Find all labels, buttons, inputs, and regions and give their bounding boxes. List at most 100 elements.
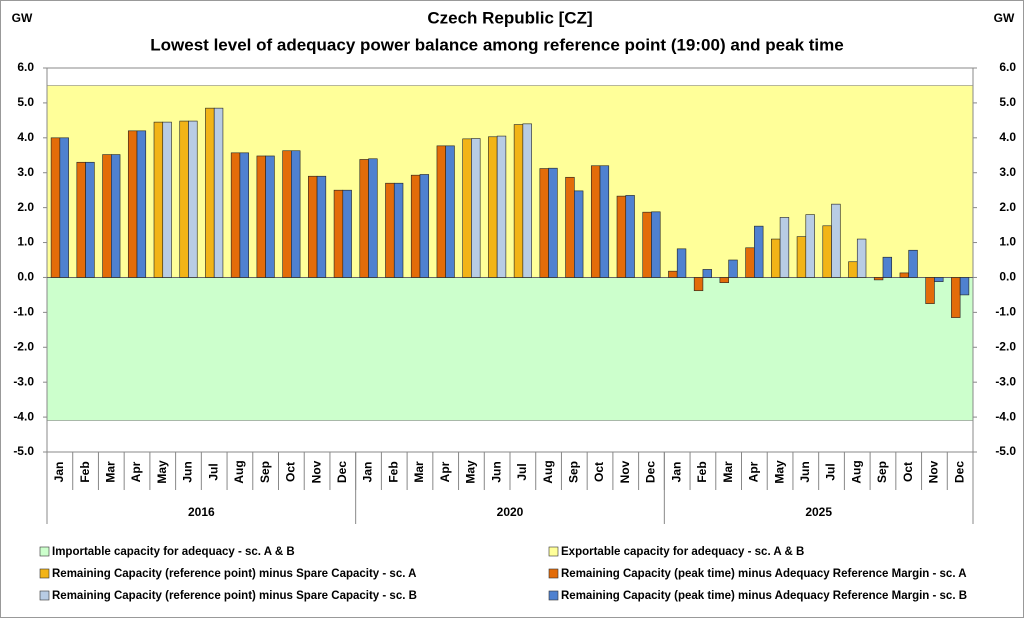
bar: [359, 159, 369, 278]
y2-tick-label: 1.0: [999, 235, 1016, 249]
bar: [848, 261, 858, 278]
y-tick-label: 5.0: [17, 95, 34, 109]
y-tick-label: -4.0: [13, 409, 34, 423]
legend-label: Remaining Capacity (peak time) minus Ade…: [561, 568, 967, 580]
group-label: 2016: [188, 505, 215, 519]
bar: [368, 158, 378, 278]
x-tick-label: Feb: [695, 461, 709, 482]
bar: [50, 137, 61, 278]
x-tick-label: Oct: [901, 462, 915, 482]
x-tick-label: Jun: [798, 461, 812, 482]
bar: [565, 176, 575, 278]
y-tick-label: 2.0: [17, 200, 34, 214]
y-tick-label: -1.0: [13, 305, 34, 319]
bar: [136, 130, 147, 278]
capacity-band: [46, 85, 974, 278]
y2-tick-label: 3.0: [999, 165, 1016, 179]
bar: [625, 195, 635, 278]
bar: [574, 190, 584, 278]
bar: [805, 214, 815, 278]
bar: [127, 130, 138, 278]
bar: [316, 175, 327, 278]
bar: [548, 167, 558, 278]
x-tick-label: Oct: [592, 462, 606, 482]
bar: [796, 236, 807, 278]
bar: [590, 165, 601, 278]
bar: [291, 150, 301, 278]
bar: [282, 150, 292, 278]
y-tick-label: -2.0: [13, 339, 34, 353]
bar: [831, 203, 841, 278]
bar: [393, 182, 404, 278]
x-tick-label: Sep: [875, 461, 889, 483]
bar: [779, 217, 790, 278]
bar: [702, 269, 712, 278]
legend-swatch: [39, 568, 50, 579]
bar: [308, 175, 318, 278]
bar: [162, 121, 172, 278]
x-tick-label: Sep: [566, 461, 580, 483]
x-tick-label: Aug: [541, 460, 555, 483]
y2-axis-label: GW: [994, 11, 1015, 25]
bar: [265, 155, 275, 278]
y2-tick-label: 4.0: [999, 130, 1016, 144]
bar: [959, 277, 970, 296]
bar: [239, 152, 249, 278]
legend-label: Remaining Capacity (peak time) minus Ade…: [561, 590, 967, 602]
bar: [436, 145, 446, 278]
bar: [925, 277, 935, 304]
bar: [188, 120, 198, 278]
y2-tick-label: 5.0: [999, 95, 1016, 109]
x-tick-label: Aug: [849, 460, 863, 483]
legend-label: Remaining Capacity (reference point) min…: [52, 568, 416, 580]
bar: [668, 270, 678, 278]
y-tick-label: -3.0: [13, 374, 34, 388]
bar: [488, 136, 498, 278]
y2-tick-label: -3.0: [995, 374, 1016, 388]
bar: [728, 259, 738, 278]
x-tick-label: Jan: [669, 462, 683, 483]
x-tick-label: Jan: [361, 462, 375, 483]
x-tick-label: Jun: [181, 461, 195, 482]
bar: [745, 247, 755, 278]
bar: [179, 120, 189, 278]
bar: [539, 168, 549, 278]
x-tick-label: Apr: [438, 461, 452, 482]
bar: [899, 272, 909, 278]
x-tick-label: Dec: [952, 461, 966, 483]
x-tick-label: Jun: [489, 461, 503, 482]
bar: [616, 195, 627, 278]
bar: [513, 124, 524, 278]
y2-tick-label: -1.0: [995, 305, 1016, 319]
bar: [333, 189, 344, 278]
bar: [496, 135, 507, 278]
x-tick-label: Apr: [129, 461, 143, 482]
bar: [342, 189, 352, 278]
x-tick-label: May: [155, 460, 169, 484]
legend-swatch: [548, 590, 559, 601]
bar: [651, 211, 661, 278]
bar: [85, 161, 95, 278]
y-tick-label: -5.0: [13, 444, 34, 458]
y-tick-label: 6.0: [17, 60, 34, 74]
x-tick-label: May: [772, 460, 786, 484]
x-tick-label: May: [464, 460, 478, 484]
bar: [111, 154, 121, 278]
x-tick-label: Aug: [232, 460, 246, 483]
bar: [873, 277, 884, 281]
bar: [951, 277, 961, 318]
bar: [471, 138, 481, 278]
y2-tick-label: -4.0: [995, 409, 1016, 423]
bar: [445, 145, 455, 278]
x-tick-label: Sep: [258, 461, 272, 483]
bar: [693, 277, 704, 292]
bar: [76, 161, 86, 278]
y2-tick-label: 2.0: [999, 200, 1016, 214]
x-tick-label: Jul: [515, 463, 529, 480]
y-tick-label: 3.0: [17, 165, 34, 179]
x-tick-label: Mar: [721, 461, 735, 483]
y-tick-label: 4.0: [17, 130, 34, 144]
legend-label: Exportable capacity for adequacy - sc. A…: [561, 546, 804, 558]
x-tick-label: Jul: [824, 463, 838, 480]
